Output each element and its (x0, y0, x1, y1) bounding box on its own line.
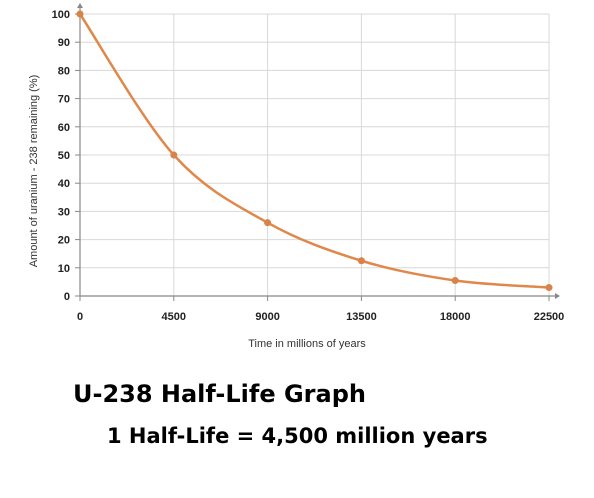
x-tick-label: 18000 (440, 311, 471, 323)
data-point (357, 257, 365, 265)
x-tick-labels: 0 4500 9000 13500 18000 22500 (77, 311, 564, 323)
x-axis-label: Time in millions of years (248, 338, 366, 350)
x-tick-label: 9000 (255, 311, 279, 323)
y-tick-label: 30 (58, 206, 70, 218)
axes (75, 3, 560, 301)
data-point (451, 276, 459, 284)
decay-curve (78, 13, 550, 289)
y-tick-label: 60 (58, 122, 70, 134)
y-axis-arrow (77, 3, 83, 8)
data-point (76, 10, 84, 18)
x-tick-label: 22500 (534, 311, 565, 323)
y-tick-label: 80 (58, 65, 70, 77)
y-tick-label: 40 (58, 178, 70, 190)
y-tick-label: 50 (58, 150, 70, 162)
caption-title: U-238 Half-Life Graph (73, 380, 366, 408)
y-tick-label: 70 (58, 94, 70, 106)
y-tick-label: 0 (64, 291, 70, 303)
y-tick-labels: 0 10 20 30 40 50 60 70 80 90 100 (52, 9, 70, 303)
data-point (264, 219, 272, 227)
x-tick-label: 4500 (162, 311, 186, 323)
x-tick-label: 13500 (346, 311, 377, 323)
chart: 0 4500 9000 13500 18000 22500 0 10 20 30 40 50 60 70… (28, 3, 564, 350)
x-axis-arrow (555, 293, 560, 299)
grid (80, 13, 550, 296)
y-tick-label: 20 (58, 235, 70, 247)
y-axis-label: Amount of uranium - 238 remaining (%) (28, 75, 40, 268)
data-point (545, 284, 553, 292)
data-points (76, 10, 553, 292)
y-tick-label: 10 (58, 263, 70, 275)
x-tick-label: 0 (77, 311, 83, 323)
y-tick-label: 90 (58, 37, 70, 49)
y-tick-label: 100 (52, 9, 70, 21)
caption-subtitle: 1 Half-Life = 4,500 million years (107, 424, 488, 448)
data-point (170, 151, 178, 159)
